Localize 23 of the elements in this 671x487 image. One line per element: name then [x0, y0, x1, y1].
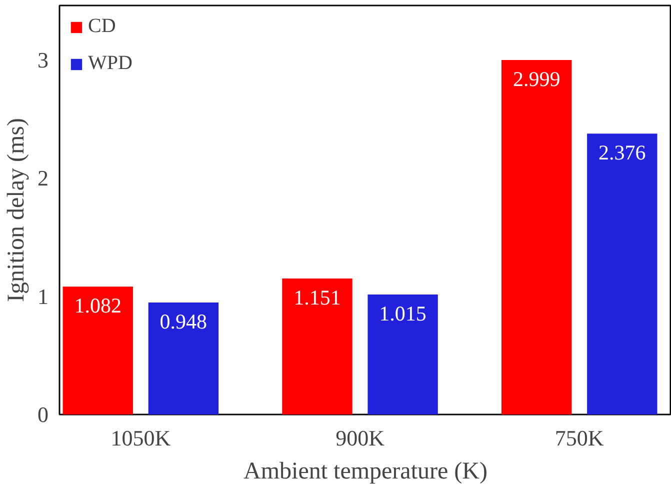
y-axis-title: Ignition delay (ms): [4, 118, 30, 302]
bar: [148, 302, 219, 414]
x-tick-label: 1050K: [110, 426, 171, 450]
x-tick-label: 750K: [554, 426, 604, 450]
bar: [368, 294, 438, 414]
y-tick-label: 2: [38, 166, 48, 191]
legend-label: WPD: [88, 52, 132, 75]
data-label: 0.948: [160, 309, 208, 334]
data-label: 1.015: [379, 302, 426, 326]
y-tick-label: 3: [38, 47, 48, 72]
data-label: 2.376: [598, 140, 646, 165]
data-label: 1.151: [294, 285, 341, 310]
x-axis-title: Ambient temperature (K): [244, 458, 488, 484]
y-tick-label: 1: [38, 284, 48, 309]
bar: [587, 134, 658, 414]
bar: [62, 286, 133, 414]
data-label: 2.999: [512, 66, 560, 91]
bar: [282, 278, 352, 414]
legend-label: CD: [88, 15, 116, 38]
y-tick-label: 0: [38, 402, 48, 427]
bar: [502, 60, 572, 414]
data-label: 1.082: [74, 294, 122, 318]
x-tick-label: 900K: [336, 426, 385, 450]
